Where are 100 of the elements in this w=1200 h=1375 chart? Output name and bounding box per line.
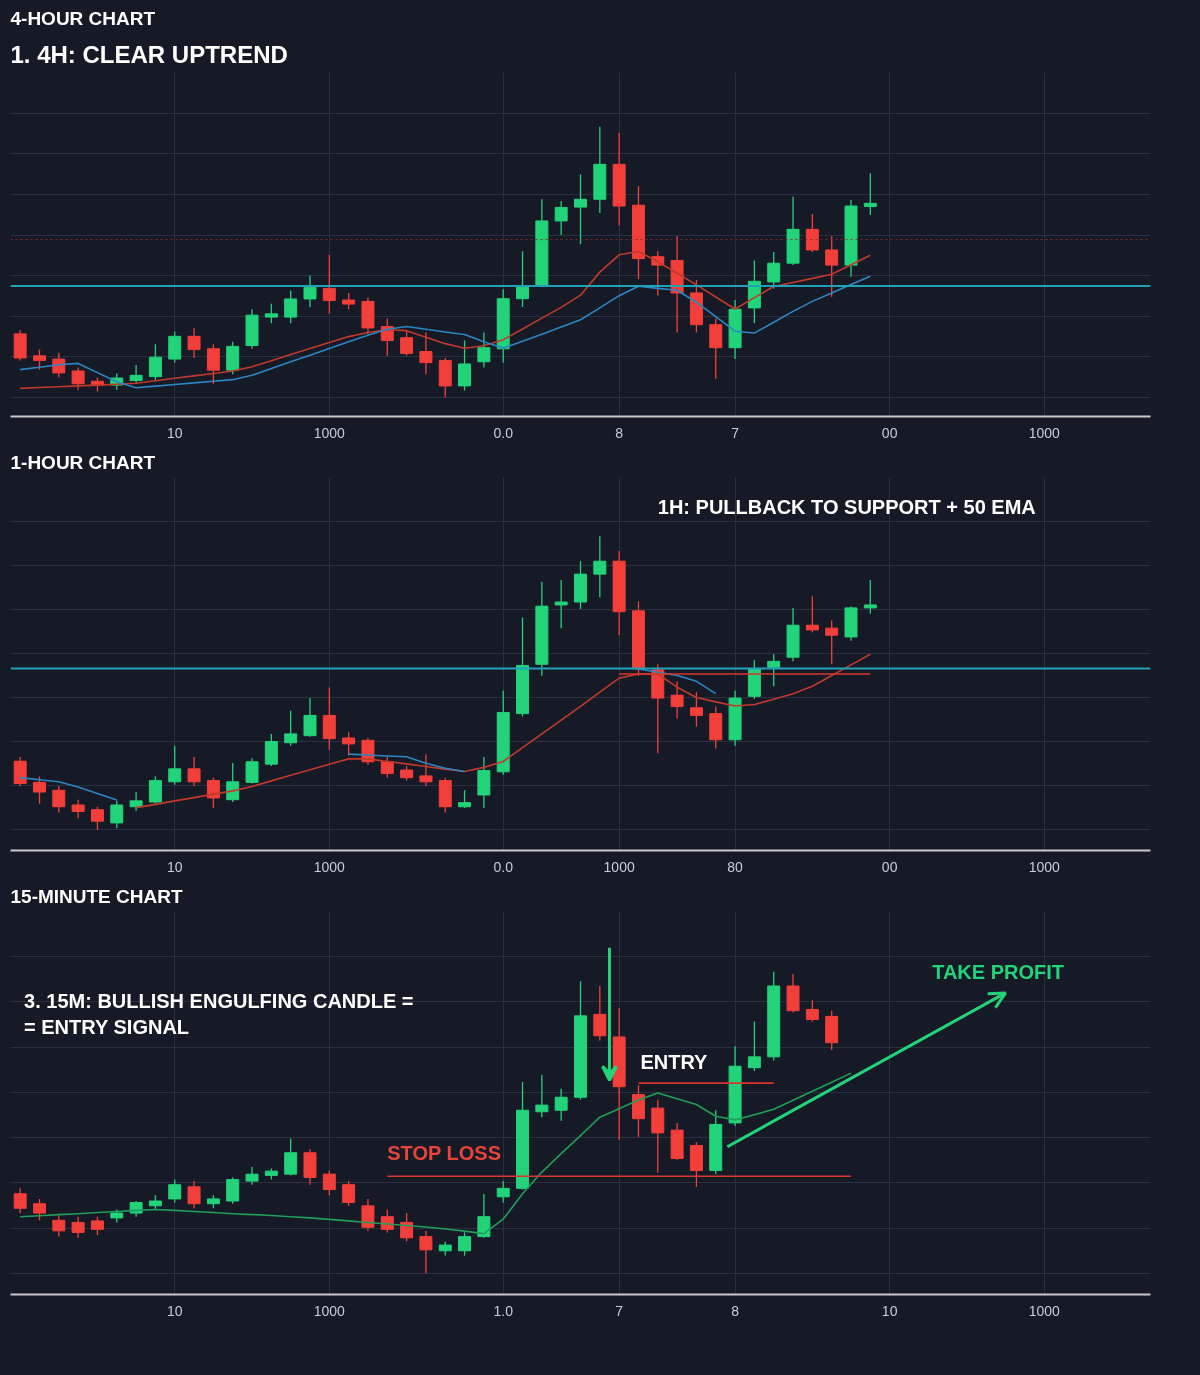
candlestick [747, 1020, 761, 1072]
x-tick-label: 7 [615, 1302, 624, 1319]
candlestick [90, 1216, 104, 1236]
annotation: STOP LOSS [387, 1141, 502, 1164]
candlestick [554, 200, 568, 236]
candlestick [380, 756, 394, 779]
candlestick [187, 756, 201, 787]
candlestick [303, 274, 317, 308]
candlestick [458, 339, 472, 392]
text: 1H: PULLBACK TO SUPPORT + 50 EMA [657, 495, 1036, 518]
candlestick [419, 1230, 433, 1275]
candlestick [516, 250, 530, 308]
x-tick-label: 1000 [1028, 1302, 1061, 1319]
x-tick-label: 1000 [313, 424, 346, 441]
candlestick [52, 351, 66, 379]
candlestick [284, 289, 298, 324]
candlestick [477, 1193, 491, 1239]
candlestick [148, 343, 162, 382]
annotation: TAKE PROFIT [932, 960, 1065, 983]
candlestick [129, 791, 143, 812]
candlestick [805, 999, 819, 1023]
candlestick [554, 1088, 568, 1122]
x-tick-label: 10 [881, 1302, 898, 1319]
x-tick-label: 10 [166, 1302, 183, 1319]
x-tick-label: 1000 [603, 858, 635, 875]
candlestick [32, 348, 46, 371]
x-tick-label: 00 [881, 424, 898, 441]
candlestick [168, 745, 182, 786]
candlestick [32, 1198, 46, 1221]
candlestick [593, 535, 607, 598]
candlestick [554, 579, 568, 629]
candlestick [825, 235, 839, 298]
candlestick [342, 731, 356, 757]
candlestick [52, 785, 66, 814]
chart-subtitle: 1. 4H: CLEAR UPTREND [10, 40, 288, 68]
x-tick-label: 1000 [1028, 858, 1061, 875]
candlestick [13, 1187, 27, 1214]
candlestick [419, 331, 433, 375]
x-tick-label: 10 [166, 858, 183, 875]
x-tick-label: 0.0 [493, 858, 514, 875]
x-tick-label: 8 [615, 424, 624, 441]
candlestick [264, 303, 278, 324]
x-tick-label: 80 [727, 858, 744, 875]
candlestick [264, 733, 278, 767]
x-tick-label: 1000 [313, 1302, 346, 1319]
candlestick [863, 579, 877, 615]
candlestick [342, 1180, 356, 1207]
candlestick [419, 753, 433, 787]
x-tick-label: 00 [881, 858, 898, 875]
candlestick [206, 343, 220, 385]
candlestick [13, 756, 27, 787]
candlestick [593, 985, 607, 1042]
candlestick [168, 1178, 182, 1204]
candlestick [187, 1180, 201, 1209]
candlestick [477, 331, 491, 369]
x-tick-label: 1000 [313, 858, 346, 875]
candlestick [805, 213, 819, 253]
candlestick [863, 172, 877, 216]
candlestick [825, 619, 839, 665]
candlestick [71, 1216, 85, 1239]
x-tick-label: 0.0 [493, 424, 514, 441]
candlestick [322, 686, 336, 751]
candlestick [226, 762, 240, 803]
candlestick [535, 1074, 549, 1118]
x-tick-label: 1000 [1028, 424, 1061, 441]
candlestick [689, 691, 703, 728]
candlestick [303, 697, 317, 738]
candlestick [284, 710, 298, 747]
candlestick [52, 1214, 66, 1238]
candlestick [709, 317, 723, 380]
annotation: 3. 15M: BULLISH ENGULFING CANDLE = = ENTRY SIGNAL [24, 989, 414, 1039]
chart-title: 4-HOUR CHART [10, 7, 156, 29]
x-tick-label: 7 [731, 424, 740, 441]
candlestick [496, 1180, 510, 1204]
candlestick [226, 341, 240, 375]
x-tick-label: 1.0 [493, 1302, 514, 1319]
candlestick [245, 757, 259, 785]
candlestick [805, 595, 819, 633]
annotation: ENTRY [640, 1051, 709, 1074]
candlestick [129, 364, 143, 385]
candlestick [361, 1198, 375, 1232]
candlestick [32, 775, 46, 805]
candlestick [284, 1137, 298, 1177]
candlestick [71, 799, 85, 819]
candlestick [148, 775, 162, 805]
candlestick [226, 1176, 240, 1205]
candlestick [574, 173, 587, 245]
chart-title: 1-HOUR CHART [10, 451, 156, 473]
candlestick [206, 777, 220, 809]
candlestick [458, 1231, 472, 1257]
chart-title: 15-MINUTE CHART [10, 885, 183, 907]
candlestick [187, 327, 201, 359]
candlestick [110, 800, 124, 829]
candlestick [322, 254, 336, 315]
candlestick [400, 329, 414, 357]
candlestick [71, 366, 85, 391]
x-tick-label: 8 [731, 1302, 740, 1319]
candlestick [168, 330, 182, 364]
candlestick [322, 1169, 336, 1196]
x-tick-label: 10 [166, 424, 183, 441]
